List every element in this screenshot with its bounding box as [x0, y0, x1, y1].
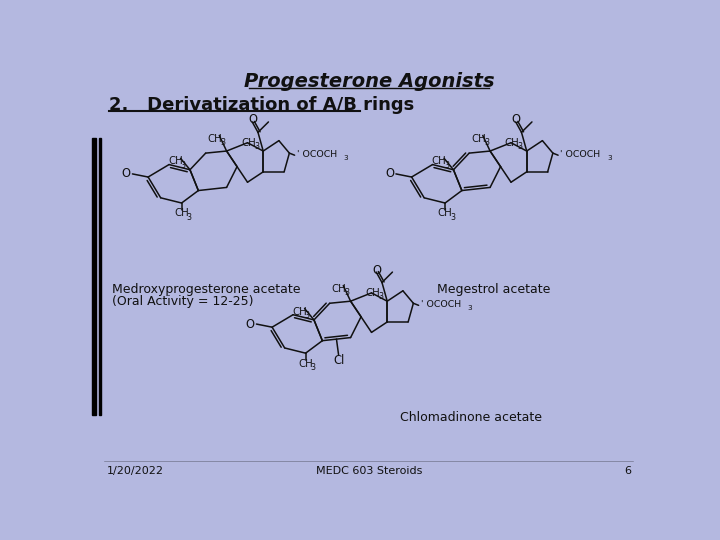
Text: O: O [122, 167, 130, 180]
Text: 3: 3 [181, 160, 186, 170]
Text: CH: CH [174, 208, 189, 218]
Text: 3: 3 [484, 138, 489, 147]
Text: O: O [248, 113, 257, 126]
Text: 3: 3 [344, 288, 349, 297]
Text: ' OCOCH: ' OCOCH [297, 150, 337, 159]
Text: Progesterone Agonists: Progesterone Agonists [243, 72, 495, 91]
Text: 3: 3 [444, 160, 449, 170]
Text: CH: CH [365, 288, 380, 298]
Text: Medroxyprogesterone acetate: Medroxyprogesterone acetate [112, 283, 300, 296]
Text: CH: CH [332, 284, 346, 294]
Text: ' OCOCH: ' OCOCH [560, 150, 600, 159]
Text: 3: 3 [607, 156, 612, 161]
Text: CH: CH [298, 359, 313, 369]
Text: MEDC 603 Steroids: MEDC 603 Steroids [316, 465, 422, 476]
Text: CH: CH [471, 133, 486, 144]
Text: O: O [372, 264, 382, 276]
Text: O: O [512, 113, 521, 126]
Text: CH: CH [505, 138, 519, 148]
Text: CH: CH [438, 208, 452, 218]
Text: Chlomadinone acetate: Chlomadinone acetate [400, 411, 542, 424]
Text: CH: CH [431, 157, 446, 166]
Text: CH: CH [207, 133, 222, 144]
Text: CH: CH [241, 138, 256, 148]
Text: 3: 3 [378, 292, 383, 301]
Text: ' OCOCH: ' OCOCH [420, 300, 461, 309]
Text: 3: 3 [468, 306, 472, 312]
Text: Cl: Cl [333, 354, 344, 367]
Text: 3: 3 [450, 213, 455, 221]
Text: 1/20/2022: 1/20/2022 [107, 465, 164, 476]
Text: 6: 6 [624, 465, 631, 476]
Text: 3: 3 [310, 363, 315, 372]
Text: (Oral Activity = 12-25): (Oral Activity = 12-25) [112, 295, 253, 308]
Text: 2.   Derivatization of A/B rings: 2. Derivatization of A/B rings [109, 96, 415, 114]
Text: CH: CH [292, 307, 307, 316]
Text: 3: 3 [518, 142, 523, 151]
Bar [92, 138, 96, 415]
Text: 3: 3 [254, 142, 259, 151]
Text: O: O [246, 318, 255, 330]
Text: O: O [385, 167, 394, 180]
Text: 3: 3 [220, 138, 225, 147]
Bar [99, 138, 102, 415]
Text: 3: 3 [186, 213, 192, 221]
Text: 3: 3 [343, 156, 348, 161]
Text: Megestrol acetate: Megestrol acetate [437, 283, 551, 296]
Text: CH: CH [168, 157, 183, 166]
Text: 3: 3 [305, 310, 310, 320]
